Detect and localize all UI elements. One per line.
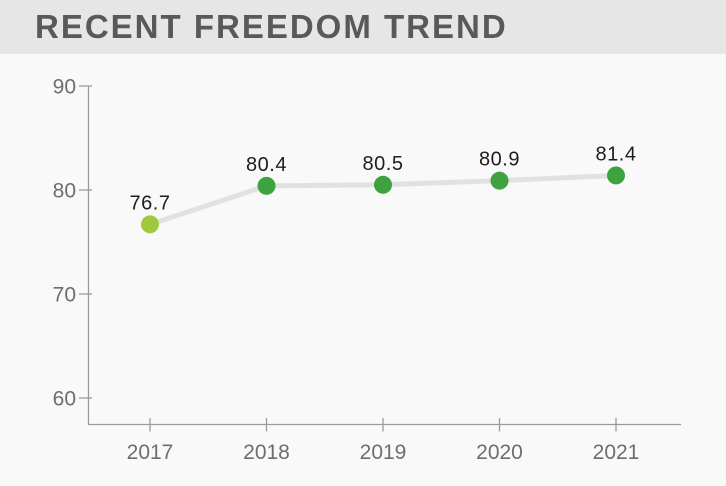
data-point-label: 80.5 [363,153,404,175]
trend-chart-svg: 90 80 70 60 2017 2018 2019 2020 2021 76.7 80.4 80.5… [53,76,681,464]
data-point-label: 76.7 [130,192,171,214]
x-tick-label: 2021 [593,441,640,464]
y-tick-label: 70 [53,284,76,307]
data-point-label: 80.4 [246,154,287,176]
x-tick-label: 2019 [360,441,407,464]
y-tick-label: 60 [53,388,76,411]
data-point-label: 80.9 [479,149,520,171]
data-point [257,176,276,195]
y-tick-label: 80 [53,180,76,203]
trend-chart: 90 80 70 60 2017 2018 2019 2020 2021 76.7 80.4 80.5… [0,54,726,486]
data-point [607,166,625,185]
x-tick-label: 2017 [127,441,174,464]
header-band: RECENT FREEDOM TREND [0,0,726,54]
x-tick-label: 2018 [243,441,290,464]
data-point [490,171,509,190]
data-point [374,175,392,194]
data-point-label: 81.4 [596,143,637,165]
data-point [141,215,159,234]
y-tick-label: 90 [53,76,76,99]
x-tick-label: 2020 [476,441,523,464]
page-title: RECENT FREEDOM TREND [35,8,508,45]
